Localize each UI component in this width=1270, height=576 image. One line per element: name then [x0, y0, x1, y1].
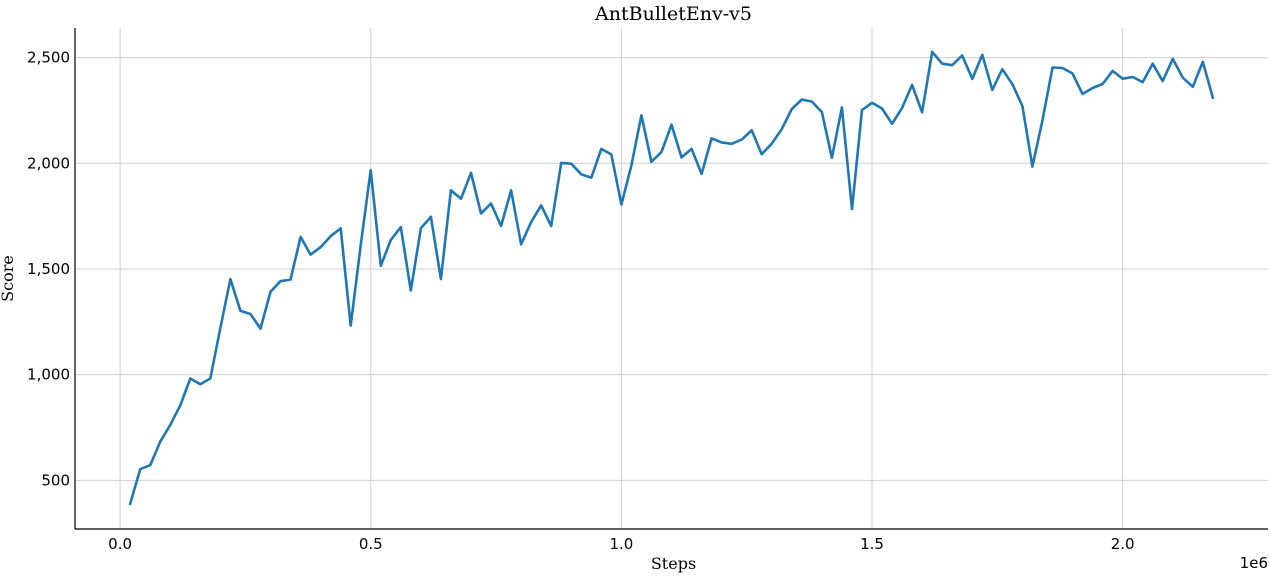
y-tick-labels: 500 1,000 1,500 2,000 2,500 [27, 49, 70, 490]
y-tick-label: 1,000 [27, 366, 70, 384]
x-tick-label: 0.5 [359, 535, 383, 553]
x-tick-label: 0.0 [108, 535, 132, 553]
series-line [128, 50, 1215, 506]
chart-title: AntBulletEnv-v5 [594, 3, 752, 25]
y-tick-label: 2,500 [27, 49, 70, 67]
series-layer [128, 50, 1215, 506]
y-tick-label: 1,500 [27, 260, 70, 278]
x-tick-label: 1.0 [609, 535, 633, 553]
y-axis-label: Score [0, 255, 17, 302]
x-tick-labels: 0.0 0.5 1.0 1.5 2.0 [108, 535, 1134, 553]
grid-lines [75, 28, 1268, 529]
x-axis-label: Steps [651, 554, 696, 573]
x-tick-label: 1.5 [860, 535, 884, 553]
y-tick-label: 500 [41, 471, 70, 489]
y-tick-label: 2,000 [27, 154, 70, 172]
x-tick-label: 2.0 [1111, 535, 1135, 553]
x-axis-offset-label: 1e6 [1240, 554, 1268, 572]
